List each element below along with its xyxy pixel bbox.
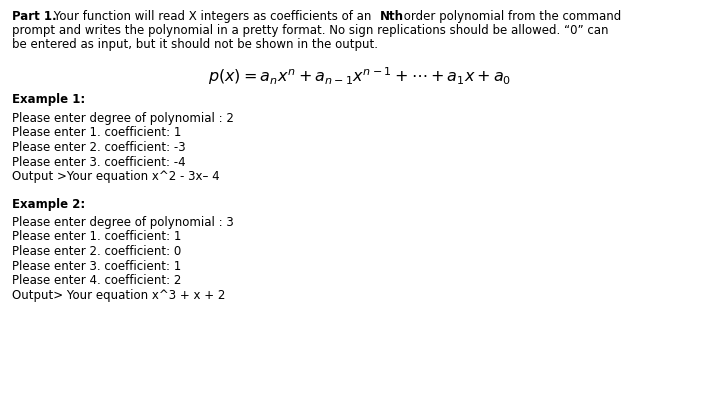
Text: prompt and writes the polynomial in a pretty format. No sign replications should: prompt and writes the polynomial in a pr… <box>12 24 608 37</box>
Text: Example 2:: Example 2: <box>12 198 85 211</box>
Text: Please enter 2. coefficient: 0: Please enter 2. coefficient: 0 <box>12 245 181 258</box>
Text: Please enter degree of polynomial : 3: Please enter degree of polynomial : 3 <box>12 216 234 229</box>
Text: Output> Your equation x^3 + x + 2: Output> Your equation x^3 + x + 2 <box>12 289 225 301</box>
Text: Nth: Nth <box>380 10 404 23</box>
Text: Please enter 2. coefficient: -3: Please enter 2. coefficient: -3 <box>12 141 186 154</box>
Text: Please enter 3. coefficient: -4: Please enter 3. coefficient: -4 <box>12 156 186 169</box>
Text: $p(x) = a_n x^n + a_{n-1} x^{n-1} + \cdots + a_1 x + a_0$: $p(x) = a_n x^n + a_{n-1} x^{n-1} + \cdo… <box>208 65 512 87</box>
Text: Your function will read X integers as coefficients of an: Your function will read X integers as co… <box>50 10 375 23</box>
Text: Please enter 4. coefficient: 2: Please enter 4. coefficient: 2 <box>12 274 181 287</box>
Text: Please enter 1. coefficient: 1: Please enter 1. coefficient: 1 <box>12 126 181 140</box>
Text: Example 1:: Example 1: <box>12 93 85 106</box>
Text: Please enter 1. coefficient: 1: Please enter 1. coefficient: 1 <box>12 230 181 244</box>
Text: be entered as input, but it should not be shown in the output.: be entered as input, but it should not b… <box>12 38 378 51</box>
Text: Please enter 3. coefficient: 1: Please enter 3. coefficient: 1 <box>12 259 181 273</box>
Text: Output >Your equation x^2 - 3x– 4: Output >Your equation x^2 - 3x– 4 <box>12 170 220 183</box>
Text: order polynomial from the command: order polynomial from the command <box>400 10 621 23</box>
Text: Please enter degree of polynomial : 2: Please enter degree of polynomial : 2 <box>12 112 234 125</box>
Text: Part 1.: Part 1. <box>12 10 57 23</box>
